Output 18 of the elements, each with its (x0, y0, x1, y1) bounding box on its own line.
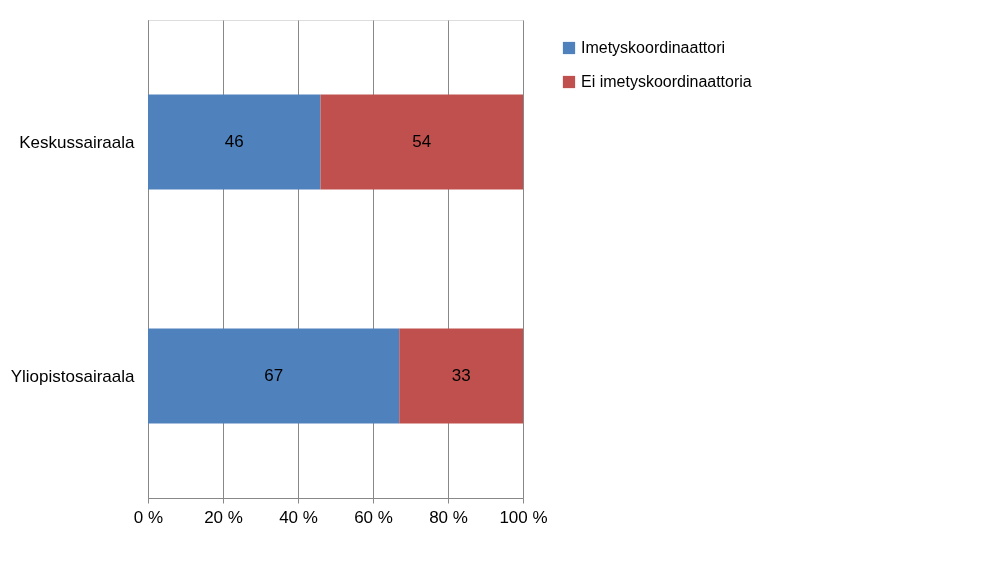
legend-label: Imetyskoordinaattori (581, 39, 726, 56)
bar (399, 328, 523, 424)
data-label: 54 (412, 132, 432, 151)
y-tick-label: Keskussairaala (19, 132, 136, 152)
x-tick-label: 80 % (429, 507, 468, 527)
data-label: 33 (451, 366, 471, 385)
x-tick-label: 60 % (354, 507, 393, 527)
bar (148, 94, 321, 190)
legend-label: Ei imetyskoordinaattoria (581, 73, 752, 90)
y-tick-label: Yliopistosairaala (10, 366, 136, 386)
x-tick-label: 0 % (133, 507, 164, 527)
data-label: 46 (224, 132, 244, 151)
x-tick-label: 20 % (204, 507, 243, 527)
bar (320, 94, 523, 190)
x-tick-label: 40 % (279, 507, 318, 527)
x-tick-label: 100 % (499, 507, 548, 527)
bar (148, 328, 400, 424)
data-label: 67 (264, 366, 284, 385)
